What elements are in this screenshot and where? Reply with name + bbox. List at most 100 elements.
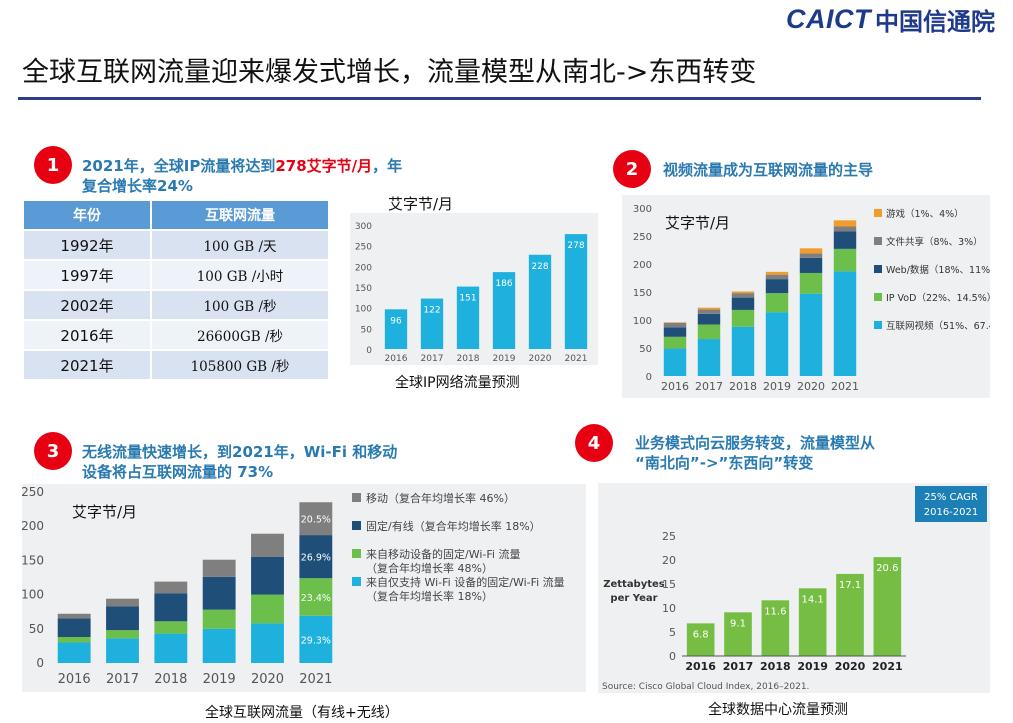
y-tick-label: 0: [36, 656, 44, 670]
table-row: 1992年 100 GB /天: [22, 229, 330, 261]
cagr-label: 2016-2021: [924, 507, 979, 518]
bar-segment: [663, 322, 687, 323]
bar-segment: [106, 638, 139, 663]
data-label: 11.6: [764, 606, 786, 617]
legend-swatch: [352, 521, 361, 530]
y-tick-label: 0: [669, 650, 676, 663]
section-1-text-a: 2021年，全球IP流量将达到: [82, 157, 276, 175]
bar-segment: [731, 291, 755, 294]
x-tick-label: 2017: [723, 660, 754, 673]
bar-segment: [299, 535, 333, 579]
section-1-text-b: ，年: [372, 157, 403, 175]
data-label: 96: [390, 316, 402, 326]
legend-swatch: [874, 321, 882, 329]
chart-3-ylabel: 艾字节/月: [72, 503, 138, 521]
bar-segment: [299, 615, 333, 663]
x-tick-label: 2020: [251, 672, 284, 687]
section-3-badge: 3: [34, 432, 72, 470]
legend-label: Web/数据（18%、11%）: [886, 264, 990, 276]
x-tick-label: 2019: [493, 354, 516, 364]
data-label: 151: [459, 294, 476, 304]
logo-cn: 中国信通院: [875, 8, 995, 36]
y-tick-label: 20: [662, 554, 676, 567]
chart-2-ylabel: 艾字节/月: [665, 214, 731, 232]
legend-swatch: [874, 209, 882, 217]
y-tick-label: 150: [633, 288, 652, 299]
section-4-text-b: “南北向”->”东西向”转变: [635, 454, 814, 472]
x-tick-label: 2020: [529, 354, 552, 364]
legend-swatch: [874, 265, 882, 273]
chart-3-caption: 全球互联网流量（有线+无线）: [205, 705, 399, 721]
chart-4-svg: 0 5 10 15 20 25 2016 6.8 2017 9.1 2018 11.6 2019 14.1…: [602, 486, 987, 692]
cagr-label: 25% CAGR: [924, 492, 978, 503]
table-cell: 100 GB /天: [150, 229, 330, 261]
cagr-box: [915, 486, 987, 522]
bar-segment: [202, 628, 236, 663]
section-1-highlight: 278艾字节/月: [275, 157, 373, 175]
y-tick-label: 150: [22, 553, 44, 567]
legend-swatch: [874, 237, 882, 245]
y-tick-label: 15: [662, 578, 676, 591]
bar-segment: [106, 606, 139, 631]
bar-segment: [765, 312, 789, 376]
data-label: 29.3%: [301, 635, 331, 646]
table-cell: 100 GB /秒: [150, 289, 330, 321]
x-tick-label: 2016: [385, 354, 408, 364]
data-label: 186: [495, 279, 512, 289]
x-tick-label: 2021: [299, 672, 332, 687]
bar-segment: [154, 593, 188, 622]
x-tick-label: 2017: [106, 672, 139, 687]
chart-3-panel: 0 50 100 150 200 250 2016 2017 2018 2019 2020 2021 2…: [21, 484, 586, 692]
y-tick-label: 5: [669, 626, 676, 639]
table-cell: 2016年: [22, 319, 152, 351]
bar-segment: [663, 336, 687, 349]
data-label: 9.1: [730, 618, 746, 629]
x-tick-label: 2019: [763, 380, 791, 393]
bar-segment: [833, 271, 857, 376]
table-row: 2002年 100 GB /秒: [22, 289, 330, 321]
bar: [456, 286, 480, 349]
bar-segment: [833, 226, 857, 232]
section-1-badge: 1: [34, 146, 72, 184]
legend-label: 来自仅支持 Wi-Fi 设备的固定/Wi-Fi 流量: [366, 575, 565, 589]
x-tick-label: 2020: [835, 660, 866, 673]
bar-segment: [765, 293, 789, 313]
bar-segment: [731, 326, 755, 376]
page-title: 全球互联网流量迎来爆发式增长，流量模型从南北->东西转变: [22, 57, 757, 88]
y-tick-label: 200: [22, 519, 44, 533]
legend-label-sub: （复合年均增长率 18%）: [366, 589, 493, 603]
section-3-heading: 无线流量快速增长，到2021年，Wi-Fi 和移动 设备将占互联网流量的 73%: [82, 442, 397, 482]
y-tick-label: 0: [646, 372, 652, 383]
y-tick-label: 250: [22, 485, 44, 499]
y-tick-label: 250: [633, 232, 652, 243]
bar-segment: [697, 309, 721, 314]
bar-segment: [57, 613, 91, 619]
bar: [836, 573, 864, 656]
legend-label: 固定/有线（复合年均增长率 18%）: [366, 519, 541, 533]
x-tick-label: 2019: [797, 660, 828, 673]
y-tick-label: 250: [355, 243, 372, 253]
bar-segment: [663, 348, 687, 376]
table-header-traffic: 互联网流量: [150, 199, 330, 231]
bar: [492, 272, 516, 349]
data-label: 20.6: [876, 563, 898, 574]
bar-segment: [799, 257, 823, 273]
y-tick-label: 300: [355, 222, 372, 232]
legend-swatch: [352, 493, 361, 502]
data-label: 6.8: [693, 629, 709, 640]
y-tick-label: 100: [355, 305, 372, 315]
bar: [420, 298, 444, 349]
bar: [686, 623, 715, 656]
bar-segment: [57, 637, 91, 643]
chart-2-panel: 0 50 100 150 200 250 300 2016 2017 2018 2019 2020 20…: [622, 195, 1013, 398]
section-2-badge: 2: [613, 150, 651, 188]
section-4-badge: 4: [575, 424, 613, 462]
bar-segment: [202, 576, 236, 610]
y-tick-label: 50: [639, 344, 652, 355]
chart-3-svg: 0 50 100 150 200 250 2016 2017 2018 2019 2020 2021 2…: [21, 485, 565, 687]
bar-segment: [833, 248, 857, 272]
y-tick-label: 300: [633, 204, 652, 215]
bar-segment: [154, 581, 188, 594]
data-label: 122: [423, 306, 440, 316]
bar-segment: [663, 322, 687, 328]
